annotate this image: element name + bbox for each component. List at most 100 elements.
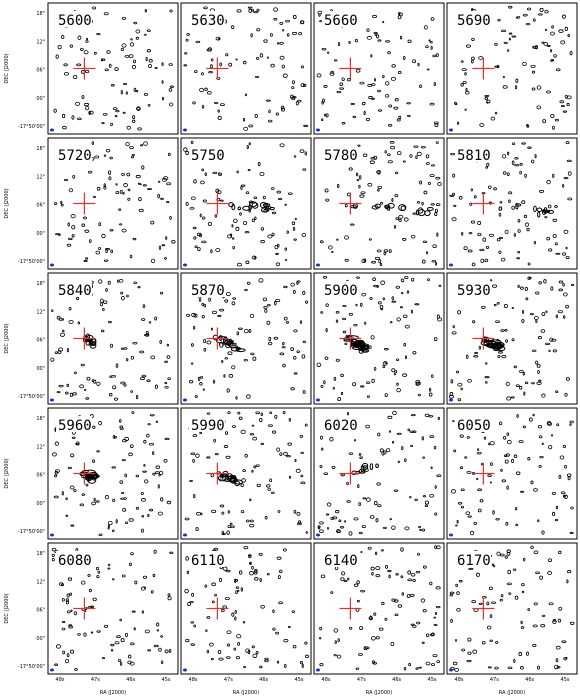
contour	[335, 319, 339, 323]
contour	[53, 495, 59, 499]
contour	[250, 352, 255, 356]
contour	[352, 115, 357, 119]
contour	[65, 598, 69, 603]
contour	[100, 329, 105, 333]
contour	[363, 110, 366, 116]
contour	[452, 661, 458, 666]
panel: 5810	[446, 137, 578, 270]
contour	[519, 162, 523, 166]
emission-contour	[494, 341, 505, 349]
contour	[238, 416, 243, 420]
contour	[112, 498, 116, 503]
contour	[329, 437, 334, 442]
contour	[234, 578, 237, 584]
contour	[537, 369, 540, 374]
contour	[526, 651, 529, 656]
contour	[398, 214, 404, 219]
contour	[359, 626, 364, 630]
contour	[369, 160, 375, 164]
contour	[191, 592, 195, 597]
contour	[192, 494, 196, 499]
contour	[123, 383, 127, 387]
contour	[119, 223, 123, 226]
contour	[383, 348, 389, 351]
contour	[275, 298, 281, 303]
contour	[55, 54, 59, 59]
contour	[527, 7, 532, 11]
y-axis-label: DEC (J2000)	[4, 188, 10, 218]
contour	[236, 634, 242, 639]
contour	[215, 36, 221, 41]
contour	[109, 229, 114, 232]
contour	[133, 21, 138, 25]
contour	[161, 80, 164, 84]
panel-label-bg	[56, 416, 92, 432]
contour	[483, 436, 487, 440]
contour	[52, 452, 57, 457]
contour	[497, 354, 501, 359]
contour	[276, 556, 282, 560]
contour	[112, 529, 115, 533]
contour	[415, 381, 420, 386]
contour	[319, 19, 322, 23]
x-tick-label: 45s	[428, 677, 437, 683]
contour	[153, 644, 159, 648]
contour	[237, 411, 241, 415]
contour	[125, 91, 128, 95]
contour	[352, 382, 357, 387]
panel-label-bg	[322, 11, 358, 27]
contour	[543, 41, 549, 46]
contour	[246, 394, 251, 399]
contour	[512, 568, 517, 571]
contour	[144, 479, 149, 484]
contour	[210, 327, 213, 331]
contour	[429, 493, 435, 498]
contour	[294, 458, 297, 463]
contour	[139, 183, 142, 186]
contour	[515, 384, 520, 388]
contour	[562, 14, 566, 19]
contour	[394, 193, 399, 198]
contour	[368, 96, 373, 100]
contour	[333, 628, 339, 633]
contour	[187, 602, 191, 606]
contour	[280, 107, 285, 112]
contour	[292, 31, 298, 35]
contour	[476, 477, 479, 481]
contour	[133, 627, 136, 631]
contour	[185, 150, 190, 155]
emission-contour	[235, 347, 241, 351]
contour	[162, 96, 165, 101]
contour	[169, 216, 172, 220]
contour	[341, 122, 346, 125]
contour	[539, 7, 544, 12]
contour	[250, 33, 253, 38]
y-tick-label: 00"	[36, 366, 45, 372]
contour	[449, 593, 454, 597]
contour	[316, 362, 322, 367]
contour	[435, 176, 441, 180]
contour	[520, 666, 524, 670]
contour	[461, 505, 465, 509]
contour	[248, 554, 252, 557]
contour	[245, 648, 250, 653]
contour	[115, 109, 120, 113]
contour	[143, 141, 148, 146]
contour	[143, 586, 146, 589]
contour	[202, 388, 205, 391]
contour	[302, 340, 307, 344]
emission-contour	[222, 475, 232, 482]
contour	[164, 360, 168, 363]
contour	[552, 511, 556, 517]
contour	[167, 377, 171, 381]
contour	[550, 434, 554, 437]
contour	[260, 227, 265, 231]
contour	[190, 196, 196, 201]
contour	[194, 70, 198, 74]
contour	[412, 579, 416, 582]
contour	[371, 636, 376, 641]
contour	[282, 73, 288, 78]
contour	[89, 110, 94, 115]
contour	[119, 419, 122, 423]
contour	[137, 127, 142, 131]
